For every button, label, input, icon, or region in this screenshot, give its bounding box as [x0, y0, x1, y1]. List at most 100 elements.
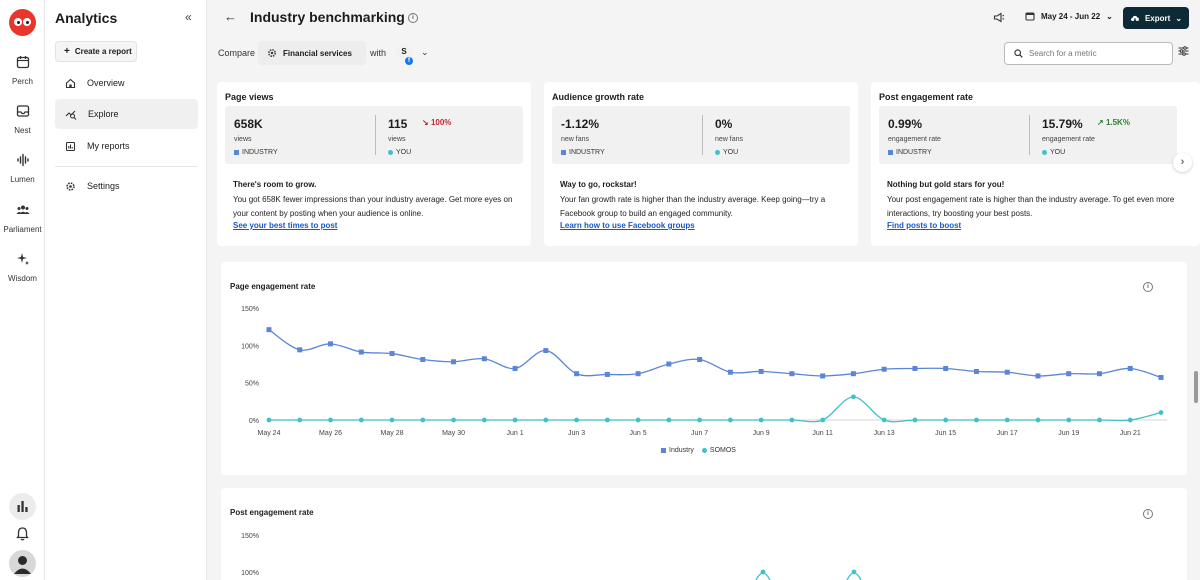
- notifications-button[interactable]: [9, 520, 36, 547]
- title-info-icon[interactable]: i: [408, 13, 418, 23]
- sparkle-icon: [16, 253, 29, 265]
- profile-avatar[interactable]: [9, 550, 36, 577]
- somos-data-point: [604, 417, 610, 423]
- industry-swatch: [561, 150, 566, 155]
- industry-unit: engagement rate: [888, 136, 941, 143]
- back-arrow-icon[interactable]: ←: [224, 9, 237, 24]
- x-tick-label: Jun 19: [1058, 430, 1079, 437]
- insight-headline: Nothing but gold stars for you!: [887, 180, 1005, 189]
- delta-badge: ↘ 100%: [422, 118, 451, 127]
- sidebar-item-explore[interactable]: Explore: [55, 99, 198, 129]
- chevron-down-icon: ⌄: [1175, 13, 1183, 23]
- industry-value: 658K: [234, 117, 263, 131]
- insight-body: Your fan growth rate is higher than the …: [560, 195, 826, 218]
- you-swatch: [388, 150, 393, 155]
- boost-posts-link[interactable]: Find posts to boost: [887, 221, 962, 230]
- metric-divider: [375, 115, 376, 155]
- somos-data-point: [1158, 410, 1164, 415]
- filter-settings-icon[interactable]: [1178, 46, 1189, 58]
- account-dropdown-chevron-icon[interactable]: ⌄: [421, 47, 429, 57]
- industry-data-point: [973, 368, 979, 374]
- you-legend-label: YOU: [723, 149, 739, 156]
- somos-data-point: [851, 569, 857, 575]
- somos-data-point: [758, 417, 764, 423]
- rail-label: Wisdom: [8, 274, 37, 283]
- sidebar-item-settings[interactable]: Settings: [55, 171, 198, 201]
- metric-divider: [1029, 115, 1030, 155]
- somos-data-point: [727, 417, 733, 423]
- x-tick-label: Jun 1: [507, 430, 524, 437]
- date-range-picker[interactable]: May 24 - Jun 22 ⌄: [1025, 11, 1113, 21]
- rail-item-wisdom[interactable]: Wisdom: [0, 252, 45, 283]
- somos-data-point: [635, 417, 641, 423]
- facebook-groups-link[interactable]: Learn how to use Facebook groups: [560, 221, 695, 230]
- x-tick-label: Jun 13: [874, 430, 895, 437]
- metric-comparison-box: 658K views INDUSTRY 115 views YOU ↘ 100%: [225, 106, 523, 164]
- search-input[interactable]: [1029, 49, 1159, 58]
- rail-item-parliament[interactable]: Parliament: [0, 203, 45, 234]
- create-report-button[interactable]: + Create a report: [55, 41, 137, 62]
- chart-title: Page engagement rate: [230, 282, 316, 291]
- somos-data-point: [760, 569, 766, 575]
- post-engagement-chart: 100% 150%: [241, 533, 862, 580]
- metric-card-post-engagement: Post engagement rate 0.99% engagement ra…: [871, 82, 1200, 246]
- industry-legend-label: INDUSTRY: [896, 149, 932, 156]
- collapse-sidebar-icon[interactable]: «: [185, 10, 192, 24]
- calendar-icon: [16, 56, 29, 69]
- rail-item-nest[interactable]: Nest: [0, 104, 45, 135]
- industry-data-point: [358, 349, 364, 355]
- you-value: 0%: [715, 117, 733, 131]
- rail-label: Perch: [12, 77, 33, 86]
- page-engagement-chart: 0% 50% 100% 150% May 24 May 26 May 28 May 30 Jun…: [241, 306, 1167, 437]
- next-cards-button[interactable]: ›: [1173, 153, 1192, 172]
- rail-item-lumen[interactable]: Lumen: [0, 153, 45, 184]
- sidebar-item-overview[interactable]: Overview: [55, 68, 198, 98]
- you-unit: views: [388, 136, 406, 143]
- somos-data-point: [389, 417, 395, 423]
- industry-swatch: [888, 150, 893, 155]
- sidebar-item-my-reports[interactable]: My reports: [55, 131, 198, 161]
- legend-item-industry: Industry: [661, 447, 694, 454]
- somos-data-point: [481, 417, 487, 423]
- you-swatch: [1042, 150, 1047, 155]
- export-button[interactable]: Export ⌄: [1123, 7, 1189, 29]
- y-tick-label: 100%: [241, 343, 259, 350]
- industry-data-point: [328, 341, 334, 347]
- legend-item-somos: SOMOS: [701, 447, 736, 454]
- metric-search[interactable]: [1004, 42, 1173, 65]
- best-times-link[interactable]: See your best times to post: [233, 221, 338, 230]
- you-value: 115: [388, 117, 408, 131]
- account-avatar[interactable]: S: [396, 44, 412, 60]
- somos-data-point: [266, 417, 272, 423]
- x-tick-label: Jun 7: [691, 430, 708, 437]
- sidebar-divider: [55, 166, 198, 167]
- reports-icon: [65, 141, 76, 151]
- owl-logo[interactable]: [9, 9, 36, 36]
- scrollbar-thumb[interactable]: [1194, 371, 1198, 403]
- owl-eye-left-icon: [14, 18, 22, 26]
- industry-data-point: [789, 371, 795, 377]
- somos-data-point: [974, 417, 979, 423]
- industry-selector[interactable]: Financial services: [258, 41, 366, 65]
- delta-value: 1.5K%: [1105, 118, 1130, 127]
- industry-swatch: [234, 150, 239, 155]
- chart-info-icon[interactable]: i: [1143, 509, 1153, 519]
- analytics-rail-button[interactable]: [9, 493, 36, 520]
- industry-data-point: [1004, 369, 1010, 375]
- user-icon: [14, 556, 31, 574]
- insight-headline: There's room to grow.: [233, 180, 317, 189]
- x-tick-label: May 24: [258, 430, 281, 437]
- metric-comparison-box: -1.12% new fans INDUSTRY 0% new fans YOU: [552, 106, 850, 164]
- metric-card-page-views: Page views 658K views INDUSTRY 115 views…: [217, 82, 531, 246]
- chart-info-icon[interactable]: i: [1143, 282, 1153, 292]
- bell-icon: [16, 527, 29, 541]
- somos-data-point: [881, 417, 887, 423]
- industry-data-point: [420, 357, 426, 363]
- industry-legend: INDUSTRY: [888, 149, 932, 156]
- announcement-icon[interactable]: [993, 12, 1005, 26]
- delta-badge: ↗ 1.5K%: [1097, 118, 1130, 127]
- rail-item-perch[interactable]: Perch: [0, 55, 45, 86]
- chevron-down-icon: ⌄: [1106, 11, 1113, 21]
- cloud-download-icon: [1130, 15, 1139, 22]
- somos-data-point: [789, 417, 795, 423]
